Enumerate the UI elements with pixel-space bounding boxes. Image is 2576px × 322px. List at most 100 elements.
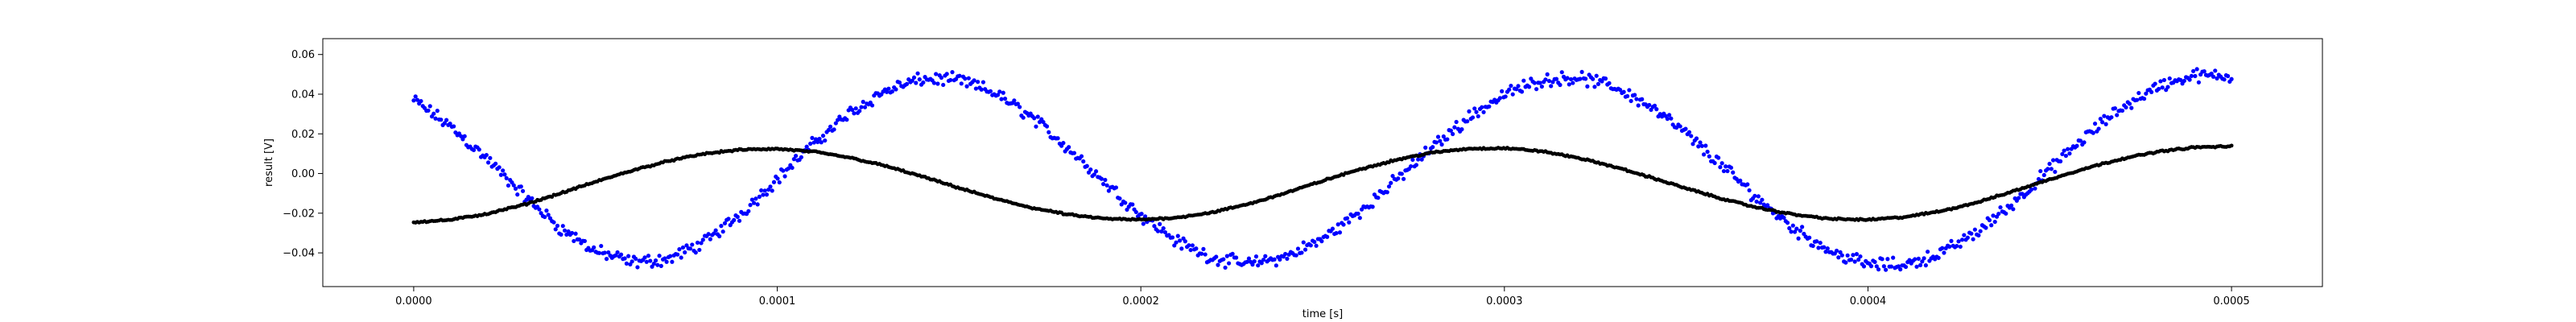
data-point [1721, 168, 1727, 174]
data-point [506, 183, 511, 188]
data-point [613, 253, 618, 258]
data-point [569, 230, 575, 236]
data-point [1539, 84, 1544, 89]
data-point [1044, 124, 1050, 129]
data-point [1032, 116, 1037, 121]
data-point [599, 243, 604, 249]
data-point [1103, 177, 1108, 183]
data-point [1034, 124, 1038, 129]
data-point [804, 144, 809, 149]
data-point [2229, 76, 2234, 81]
data-point [759, 188, 764, 193]
data-point [1903, 264, 1909, 270]
data-point [972, 78, 976, 83]
data-point [668, 254, 673, 258]
data-point [559, 232, 564, 237]
data-point [1798, 229, 1802, 233]
data-point [1818, 241, 1823, 246]
data-point [1439, 142, 1444, 147]
data-point [1259, 261, 1264, 266]
data-point [775, 176, 780, 181]
data-point [1224, 254, 1229, 258]
data-point [988, 89, 993, 93]
data-point [2011, 207, 2016, 212]
data-point [560, 224, 565, 229]
data-point [1558, 82, 1563, 88]
data-point [1554, 76, 1559, 81]
data-point [1825, 246, 1830, 251]
data-point [1636, 103, 1641, 108]
data-point [1984, 225, 1988, 230]
data-point [1487, 104, 1492, 109]
data-point [1958, 244, 1963, 250]
data-point [1223, 265, 1228, 270]
data-point [1130, 202, 1135, 207]
data-point [966, 76, 971, 80]
data-point [1344, 216, 1350, 221]
data-point [2082, 140, 2087, 145]
data-point [1884, 267, 1889, 272]
data-point [635, 265, 640, 270]
data-point [820, 134, 826, 138]
data-point [1409, 163, 1414, 169]
data-point [1155, 229, 1161, 233]
data-point [2141, 97, 2147, 101]
data-point [1500, 89, 1505, 93]
y-tick-label: 0.00 [291, 168, 315, 180]
data-point [1923, 263, 1928, 268]
data-point [700, 237, 705, 242]
data-point [1018, 105, 1022, 109]
data-point [2149, 89, 2154, 94]
y-axis-label: result [V] [263, 138, 275, 187]
data-point [761, 192, 766, 197]
data-point [1230, 251, 1235, 256]
data-point [2008, 203, 2014, 208]
data-point [1716, 155, 1721, 160]
data-point [1745, 182, 1750, 187]
data-point [1872, 259, 1877, 264]
data-point [1454, 119, 1459, 125]
data-point [1546, 78, 1552, 84]
data-point [1104, 183, 1109, 188]
data-point [1823, 250, 1828, 254]
data-point [2017, 196, 2021, 200]
data-point [511, 183, 516, 188]
data-point [1747, 188, 1752, 193]
y-tick-label: 0.04 [291, 89, 315, 101]
data-point [861, 99, 865, 105]
data-point [1516, 84, 1521, 89]
data-point [630, 259, 634, 264]
data-point [1724, 164, 1728, 169]
data-point [1386, 184, 1392, 189]
data-point [1940, 246, 1945, 250]
data-point [757, 194, 762, 199]
data-point [857, 109, 862, 114]
data-point [2074, 143, 2079, 148]
data-point [1084, 163, 1089, 168]
data-point [577, 237, 582, 242]
data-point [2050, 158, 2056, 163]
data-point [1438, 138, 1443, 143]
data-point [2157, 86, 2161, 92]
data-point [1972, 227, 1977, 232]
data-point [1272, 257, 1277, 262]
data-point [726, 217, 731, 221]
data-point [1158, 221, 1162, 226]
data-point [808, 141, 813, 147]
data-point [832, 127, 836, 132]
data-point [815, 139, 820, 145]
data-point [1689, 134, 1694, 138]
data-point [914, 80, 919, 85]
data-point [1810, 243, 1815, 249]
data-point [1629, 98, 1633, 104]
data-point [566, 229, 571, 234]
data-point [1301, 240, 1306, 245]
data-point [1843, 260, 1848, 265]
data-point [1092, 172, 1096, 177]
data-point [1201, 246, 1206, 251]
data-point [735, 214, 740, 219]
data-point [1117, 196, 1122, 201]
data-point [1839, 253, 1844, 258]
data-point [2129, 105, 2134, 110]
